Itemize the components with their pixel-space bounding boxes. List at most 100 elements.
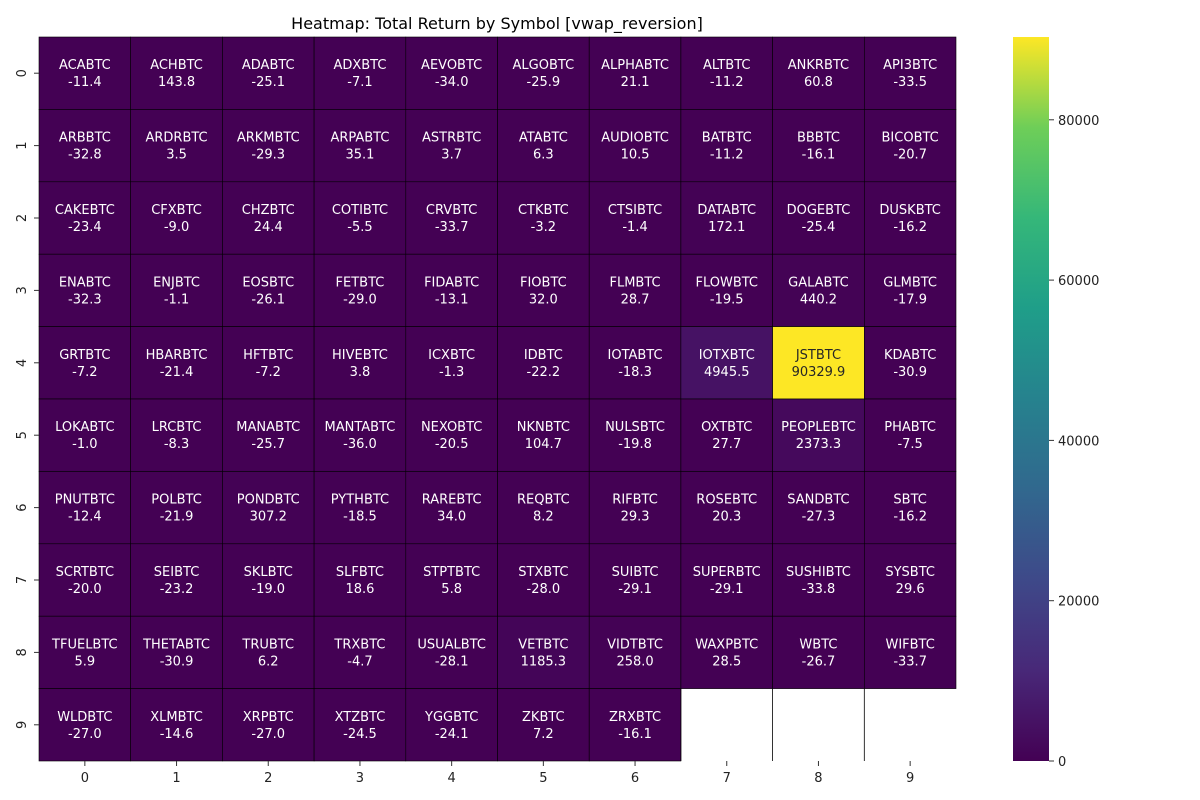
cell-symbol: WLDBTC bbox=[57, 710, 112, 725]
cell-rect bbox=[313, 615, 407, 689]
cell-rect bbox=[130, 688, 223, 762]
cell-value: 29.6 bbox=[896, 582, 925, 597]
cell-symbol: YGGBTC bbox=[424, 710, 478, 725]
cell-value: 21.1 bbox=[621, 75, 650, 90]
heatmap-cell: ROSEBTC 20.3 bbox=[680, 471, 773, 545]
cell-rect bbox=[222, 688, 315, 762]
cell-value: -26.1 bbox=[251, 292, 285, 307]
heatmap-cell: AUDIOBTC 10.5 bbox=[588, 109, 682, 183]
x-tick-label: 3 bbox=[356, 771, 364, 786]
heatmap-cell: ZKBTC 7.2 bbox=[497, 688, 590, 762]
cell-rect bbox=[222, 181, 315, 255]
x-tick-label: 4 bbox=[448, 771, 456, 786]
cell-rect bbox=[680, 615, 773, 689]
cell-value: -24.1 bbox=[435, 727, 469, 742]
cell-symbol: FIOBTC bbox=[520, 275, 567, 290]
colorbar-tick-label: 80000 bbox=[1058, 114, 1099, 129]
colorbar-tick-label: 40000 bbox=[1058, 434, 1099, 449]
y-axis: 0 1 2 3 4 5 6 7 8 9 bbox=[15, 69, 39, 729]
cell-value: 90329.9 bbox=[792, 365, 846, 380]
heatmap-cell: COTIBTC -5.5 bbox=[313, 181, 407, 255]
cell-rect bbox=[130, 181, 223, 255]
cell-value: 34.0 bbox=[437, 510, 466, 525]
cell-value: -25.9 bbox=[527, 75, 561, 90]
cell-rect bbox=[680, 253, 773, 327]
heatmap-cell: IOTABTC -18.3 bbox=[588, 326, 682, 400]
cell-symbol: SCRTBTC bbox=[56, 565, 115, 580]
cell-symbol: DOGEBTC bbox=[787, 203, 851, 218]
heatmap-cell: BBBTC -16.1 bbox=[772, 109, 865, 183]
cell-value: -7.1 bbox=[347, 75, 372, 90]
heatmap-cell: ASTRBTC 3.7 bbox=[405, 109, 498, 183]
cell-symbol: XRPBTC bbox=[243, 710, 294, 725]
cell-symbol: CTKBTC bbox=[518, 203, 569, 218]
heatmap-cell: TFUELBTC 5.9 bbox=[38, 615, 131, 689]
cell-value: 28.7 bbox=[621, 292, 650, 307]
cell-value: -29.3 bbox=[251, 148, 285, 163]
cell-value: -11.2 bbox=[710, 75, 744, 90]
cell-value: 143.8 bbox=[158, 75, 195, 90]
cell-rect bbox=[130, 398, 223, 472]
heatmap-cell: SANDBTC -27.3 bbox=[772, 471, 865, 545]
cell-value: 5.9 bbox=[75, 654, 96, 669]
cell-value: -34.0 bbox=[435, 75, 469, 90]
cell-symbol: ADXBTC bbox=[333, 58, 386, 73]
heatmap-cell: API3BTC -33.5 bbox=[863, 36, 957, 110]
cell-rect bbox=[222, 109, 315, 183]
cell-symbol: ANKRBTC bbox=[788, 58, 849, 73]
cell-symbol: SKLBTC bbox=[244, 565, 293, 580]
heatmap-cell: MANABTC -25.7 bbox=[222, 398, 315, 472]
cell-value: 258.0 bbox=[616, 654, 653, 669]
x-tick-label: 6 bbox=[631, 771, 639, 786]
y-tick-label: 0 bbox=[15, 69, 30, 77]
heatmap-cell: ARBBTC -32.8 bbox=[38, 109, 131, 183]
cell-symbol: VIDTBTC bbox=[607, 637, 663, 652]
cell-rect bbox=[313, 543, 407, 617]
cell-rect bbox=[130, 543, 223, 617]
cell-value: -16.2 bbox=[893, 220, 927, 235]
cell-symbol: OXTBTC bbox=[701, 420, 752, 435]
cell-symbol: FLOWBTC bbox=[695, 275, 758, 290]
cell-symbol: CFXBTC bbox=[151, 203, 202, 218]
heatmap-cell: SLFBTC 18.6 bbox=[313, 543, 407, 617]
cell-symbol: CRVBTC bbox=[426, 203, 477, 218]
cell-symbol: SLFBTC bbox=[336, 565, 384, 580]
cell-symbol: AUDIOBTC bbox=[601, 131, 669, 146]
cell-value: -30.9 bbox=[893, 365, 927, 380]
cell-symbol: ASTRBTC bbox=[422, 131, 481, 146]
cell-rect bbox=[863, 109, 957, 183]
cell-rect bbox=[405, 253, 498, 327]
heatmap-cell: XTZBTC -24.5 bbox=[313, 688, 407, 762]
heatmap-cell: VIDTBTC 258.0 bbox=[588, 615, 682, 689]
cell-symbol: CTSIBTC bbox=[608, 203, 662, 218]
heatmap-cell: XLMBTC -14.6 bbox=[130, 688, 223, 762]
cell-rect bbox=[588, 543, 682, 617]
cell-symbol: ADABTC bbox=[242, 58, 295, 73]
cell-value: -20.5 bbox=[435, 437, 469, 452]
heatmap-cell: GRTBTC -7.2 bbox=[38, 326, 131, 400]
x-tick-label: 0 bbox=[81, 771, 89, 786]
cell-rect bbox=[863, 36, 957, 110]
cell-rect bbox=[588, 398, 682, 472]
heatmap-cell: XRPBTC -27.0 bbox=[222, 688, 315, 762]
cell-value: 6.2 bbox=[258, 654, 279, 669]
cell-symbol: POLBTC bbox=[151, 493, 202, 508]
cell-rect bbox=[405, 109, 498, 183]
cell-value: -19.8 bbox=[618, 437, 652, 452]
cell-symbol: MANABTC bbox=[236, 420, 300, 435]
heatmap-cell: PHABTC -7.5 bbox=[863, 398, 957, 472]
heatmap-cell: ADXBTC -7.1 bbox=[313, 36, 407, 110]
cell-rect bbox=[772, 615, 865, 689]
cell-value: -28.0 bbox=[527, 582, 561, 597]
cell-symbol: AEVOBTC bbox=[421, 58, 482, 73]
heatmap-cell: OXTBTC 27.7 bbox=[680, 398, 773, 472]
cell-rect bbox=[863, 543, 957, 617]
colorbar-tick-label: 20000 bbox=[1058, 595, 1099, 610]
heatmap-cell: CTKBTC -3.2 bbox=[497, 181, 590, 255]
cell-symbol: PEOPLEBTC bbox=[781, 420, 856, 435]
y-tick-label: 1 bbox=[15, 141, 30, 149]
cell-value: 104.7 bbox=[525, 437, 562, 452]
cell-symbol: IOTABTC bbox=[608, 348, 663, 363]
cell-rect bbox=[38, 253, 131, 327]
cell-value: -3.2 bbox=[531, 220, 556, 235]
